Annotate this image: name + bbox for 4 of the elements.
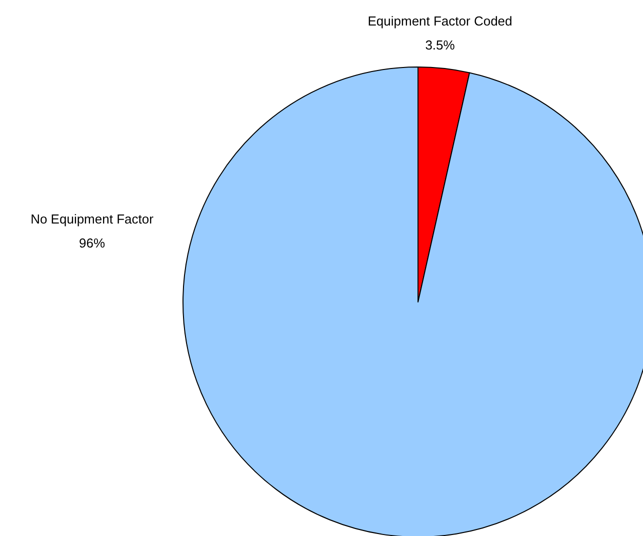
slice-label: No Equipment Factor — [30, 212, 154, 226]
data-label: 3.5% — [425, 38, 456, 52]
data-label: 96% — [78, 236, 106, 250]
slice-label: Equipment Factor Coded — [368, 14, 512, 28]
